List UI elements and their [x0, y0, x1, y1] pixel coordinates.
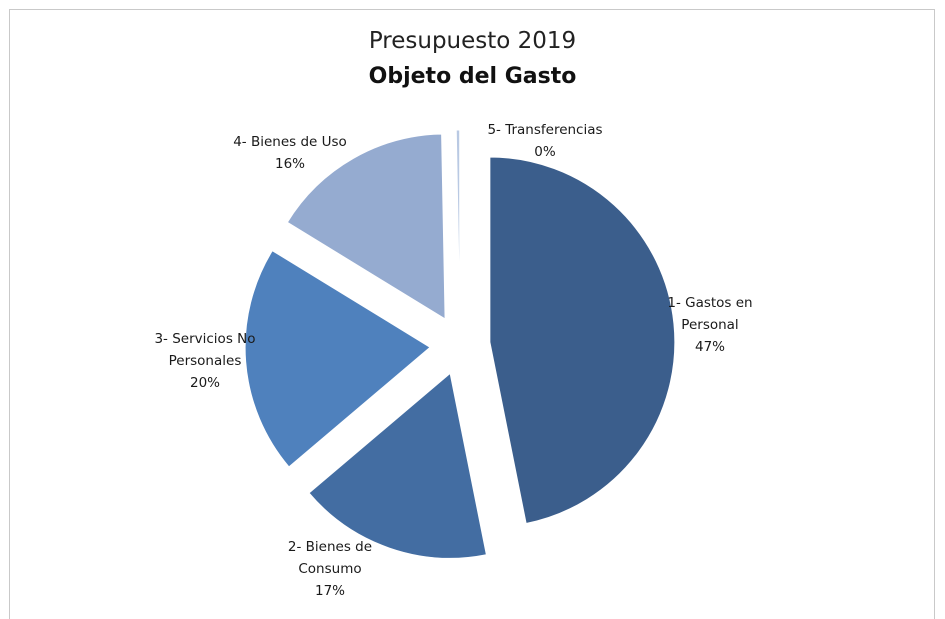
slice-label-line: Personales	[168, 353, 242, 369]
slice-label-line: 5- Transferencias	[487, 122, 603, 138]
slice-percent: 20%	[189, 375, 220, 391]
chart-subtitle: Objeto del Gasto	[368, 64, 577, 89]
pie-slice-bienes-uso	[286, 133, 446, 320]
slice-percent: 47%	[694, 339, 725, 355]
slice-label-line: 2- Bienes de	[287, 539, 373, 555]
slice-percent: 16%	[274, 156, 305, 172]
chart-title: Presupuesto 2019	[368, 28, 577, 54]
pie-slice-servicios-no-personales	[244, 249, 431, 468]
slice-label-servicios-no-personales: 3- Servicios No Personales 20%	[130, 328, 280, 394]
slice-label-gastos-personal: 1- Gastos en Personal 47%	[655, 292, 765, 358]
slice-label-line: 4- Bienes de Uso	[233, 134, 347, 150]
slice-percent: 0%	[534, 144, 556, 160]
pie-slice-gastos-personal	[489, 156, 676, 525]
slice-label-line: 1- Gastos en	[667, 295, 753, 311]
pie-slice-transferencias	[455, 129, 461, 316]
slice-percent: 17%	[314, 583, 345, 599]
slice-label-bienes-consumo: 2- Bienes de Consumo 17%	[275, 536, 385, 602]
slice-label-line: Personal	[681, 317, 739, 333]
slice-label-transferencias: 5- Transferencias 0%	[470, 119, 620, 163]
slice-label-line: 3- Servicios No	[154, 331, 256, 347]
slice-label-line: Consumo	[298, 561, 362, 577]
slice-label-bienes-uso: 4- Bienes de Uso 16%	[215, 131, 365, 175]
pie-slice-bienes-consumo	[308, 372, 487, 559]
